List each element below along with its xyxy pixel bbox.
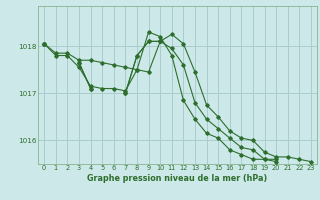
X-axis label: Graphe pression niveau de la mer (hPa): Graphe pression niveau de la mer (hPa) bbox=[87, 174, 268, 183]
